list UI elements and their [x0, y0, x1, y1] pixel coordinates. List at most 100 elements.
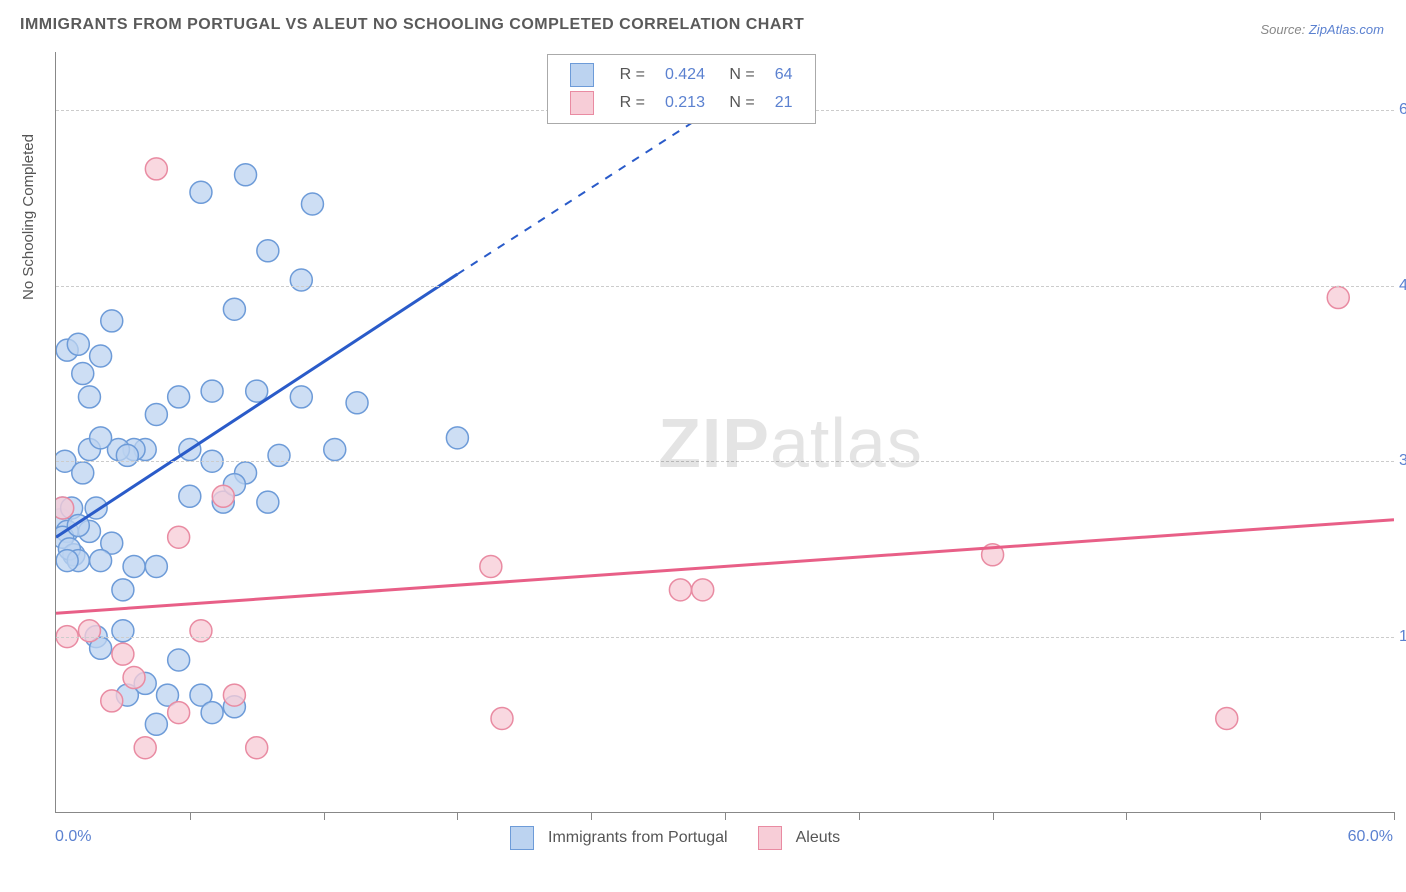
data-point: [61, 497, 83, 519]
regression-line: [56, 274, 457, 537]
data-point: [63, 544, 85, 566]
data-point: [101, 532, 123, 554]
data-point: [168, 526, 190, 548]
x-tick: [1126, 812, 1127, 820]
data-point: [90, 345, 112, 367]
data-point: [56, 339, 78, 361]
data-point: [145, 403, 167, 425]
data-point: [268, 444, 290, 466]
source-credit: Source: ZipAtlas.com: [1260, 22, 1384, 37]
legend-label: Aleuts: [796, 829, 840, 847]
data-point: [212, 491, 234, 513]
data-point: [112, 620, 134, 642]
data-point: [56, 526, 74, 548]
x-tick: [457, 812, 458, 820]
x-tick: [190, 812, 191, 820]
data-point: [212, 485, 234, 507]
data-point: [491, 707, 513, 729]
data-point: [324, 439, 346, 461]
data-point: [223, 298, 245, 320]
data-point: [223, 684, 245, 706]
data-point: [72, 363, 94, 385]
data-point: [190, 684, 212, 706]
source-link[interactable]: ZipAtlas.com: [1309, 22, 1384, 37]
regression-line: [56, 520, 1394, 614]
data-point: [116, 684, 138, 706]
data-point: [257, 240, 279, 262]
data-point: [145, 713, 167, 735]
data-point: [90, 637, 112, 659]
data-point: [168, 386, 190, 408]
x-axis-max-label: 60.0%: [1348, 828, 1393, 846]
data-point: [1327, 287, 1349, 309]
data-point: [67, 333, 89, 355]
scatter-plot-area: 1.5%3.0%4.5%6.0%ZIPatlasR =0.424 N =64R …: [55, 52, 1394, 813]
data-point: [257, 491, 279, 513]
data-point: [112, 643, 134, 665]
data-point: [85, 497, 107, 519]
y-tick-label: 1.5%: [1399, 628, 1406, 646]
data-point: [190, 181, 212, 203]
y-tick-label: 3.0%: [1399, 452, 1406, 470]
data-point: [235, 164, 257, 186]
data-point: [78, 439, 100, 461]
data-point: [134, 672, 156, 694]
data-point: [123, 555, 145, 577]
data-point: [168, 649, 190, 671]
y-tick-label: 6.0%: [1399, 101, 1406, 119]
data-point: [223, 474, 245, 496]
plot-svg: [56, 52, 1394, 812]
data-point: [72, 462, 94, 484]
data-point: [56, 509, 71, 531]
gridline: [56, 637, 1394, 638]
watermark: ZIPatlas: [658, 403, 923, 483]
x-tick: [1394, 812, 1395, 820]
data-point: [107, 439, 129, 461]
legend-swatch: [510, 826, 534, 850]
data-point: [145, 555, 167, 577]
data-point: [446, 427, 468, 449]
data-point: [223, 696, 245, 718]
gridline: [56, 461, 1394, 462]
data-point: [201, 702, 223, 724]
x-axis-min-label: 0.0%: [55, 828, 91, 846]
gridline: [56, 286, 1394, 287]
y-axis-label: No Schooling Completed: [20, 134, 37, 300]
data-point: [290, 386, 312, 408]
data-point: [301, 193, 323, 215]
data-point: [157, 684, 179, 706]
data-point: [56, 520, 78, 542]
data-point: [112, 579, 134, 601]
data-point: [201, 380, 223, 402]
source-prefix: Source:: [1260, 22, 1308, 37]
bottom-legend: Immigrants from PortugalAleuts: [510, 826, 840, 850]
data-point: [56, 550, 78, 572]
data-point: [134, 439, 156, 461]
data-point: [692, 579, 714, 601]
data-point: [145, 158, 167, 180]
data-point: [67, 515, 89, 537]
correlation-legend: R =0.424 N =64R =0.213 N =21: [547, 54, 816, 124]
x-tick: [993, 812, 994, 820]
x-tick: [591, 812, 592, 820]
data-point: [90, 550, 112, 572]
data-point: [123, 439, 145, 461]
data-point: [134, 737, 156, 759]
data-point: [246, 380, 268, 402]
data-point: [78, 620, 100, 642]
data-point: [56, 497, 74, 519]
x-tick: [725, 812, 726, 820]
chart-title: IMMIGRANTS FROM PORTUGAL VS ALEUT NO SCH…: [20, 16, 804, 34]
y-tick-label: 4.5%: [1399, 277, 1406, 295]
data-point: [179, 439, 201, 461]
legend-item: Aleuts: [758, 826, 840, 850]
data-point: [116, 444, 138, 466]
data-point: [982, 544, 1004, 566]
data-point: [78, 520, 100, 542]
data-point: [78, 386, 100, 408]
data-point: [179, 485, 201, 507]
data-point: [67, 550, 89, 572]
data-point: [123, 667, 145, 689]
data-point: [168, 702, 190, 724]
x-tick: [859, 812, 860, 820]
